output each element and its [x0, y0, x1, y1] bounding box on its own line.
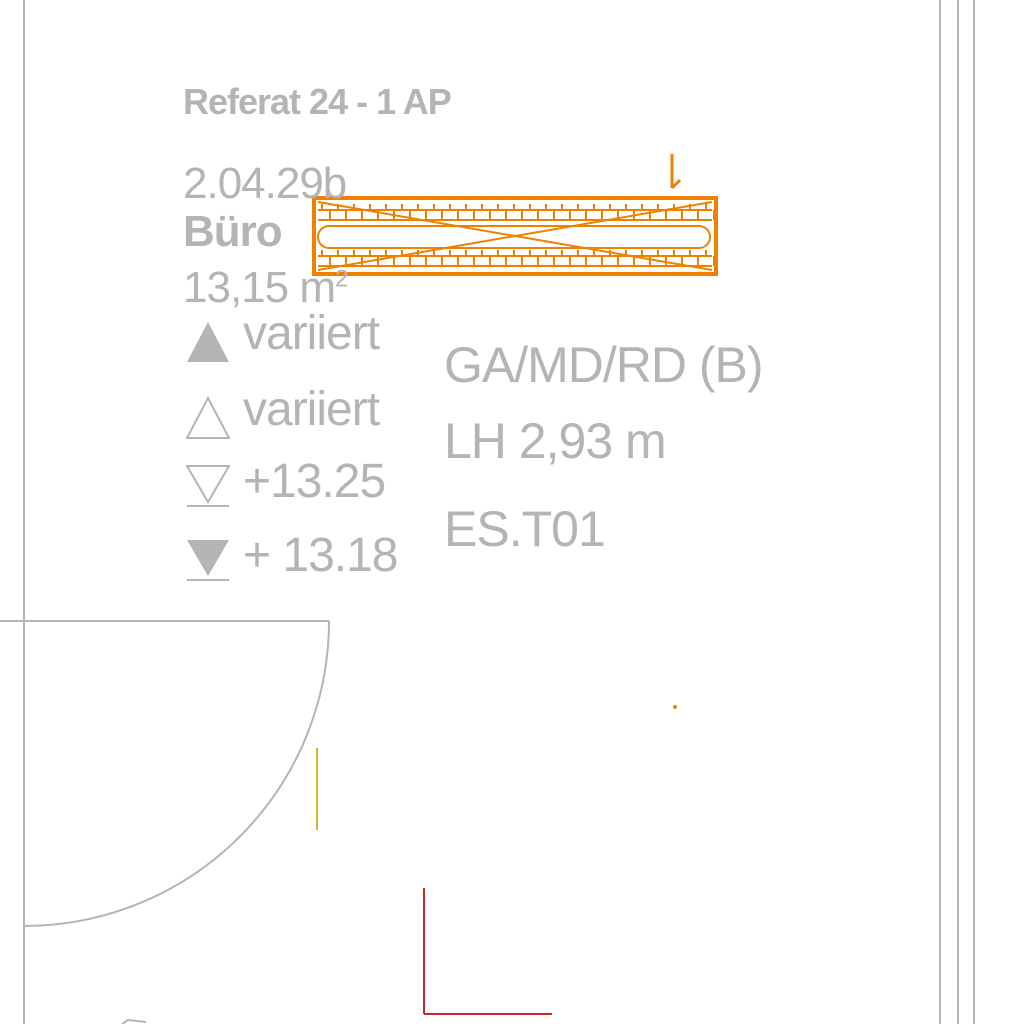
- level-value: +13.25: [243, 455, 386, 508]
- room-area: 13,15 m2: [183, 263, 348, 312]
- room-code: ES.T01: [444, 501, 606, 557]
- room-group-label: Referat 24 - 1 AP: [183, 81, 452, 122]
- red-corner-line: [423, 888, 552, 1015]
- level-value: variiert: [243, 383, 380, 436]
- outline-up-triangle-icon: [185, 395, 231, 439]
- room-area-unit-superscript: 2: [334, 265, 348, 293]
- bottom-left-fragment: [121, 1018, 147, 1024]
- door-swing: [0, 620, 330, 927]
- room-clear-height: LH 2,93 m: [444, 413, 667, 469]
- room-number: 2.04.29b: [183, 159, 347, 208]
- filled-up-triangle-icon: [187, 322, 229, 362]
- radiator-valve-marker: [670, 154, 682, 190]
- room-name: Büro: [183, 207, 283, 256]
- room-usage-label: GA/MD/RD (B): [444, 337, 764, 393]
- level-value: variiert: [243, 307, 380, 360]
- outline-down-triangle-icon: [185, 465, 231, 507]
- room-area-value: 13,15 m: [183, 263, 336, 312]
- level-value: + 13.18: [243, 529, 398, 582]
- filled-down-triangle-icon: [187, 540, 229, 581]
- radiator-symbol: [312, 196, 718, 276]
- orange-dot: [673, 705, 677, 709]
